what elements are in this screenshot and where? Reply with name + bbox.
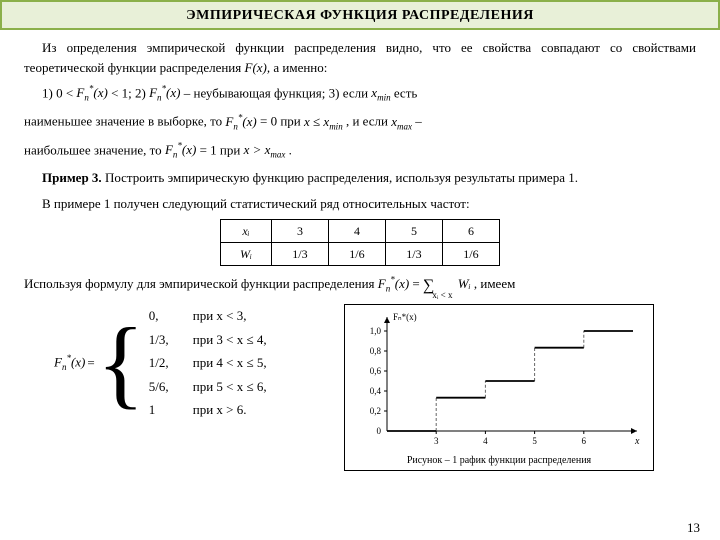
equals: = (87, 353, 94, 373)
svg-text:1,0: 1,0 (370, 326, 382, 336)
cell: 3 (271, 220, 328, 243)
svg-text:0,8: 0,8 (370, 346, 382, 356)
fx-symbol: F(x), (245, 60, 271, 75)
text: Используя формулу для эмпирической функц… (24, 276, 378, 291)
svg-text:5: 5 (532, 436, 537, 446)
text: = 0 при (260, 114, 304, 129)
text: наибольшее значение, то (24, 142, 165, 157)
cell: 1/6 (328, 243, 385, 266)
cond: x > xmax (244, 142, 286, 157)
title-banner: ЭМПИРИЧЕСКАЯ ФУНКЦИЯ РАСПРЕДЕЛЕНИЯ (0, 0, 720, 30)
text: , имеем (474, 276, 515, 291)
cdf-svg: 0 0,2 0,4 0,6 0,8 1,0 3 4 5 6 Fₙ*(x) x (351, 311, 647, 451)
cases-list: 0,при x < 3, 1/3,при 3 < x ≤ 4, 1/2,при … (149, 304, 267, 421)
table-row: Wᵢ 1/3 1/6 1/3 1/6 (221, 243, 500, 266)
svg-text:0: 0 (377, 426, 382, 436)
text: наименьшее значение в выборке, то (24, 114, 225, 129)
text: а именно: (270, 60, 327, 75)
xmax: xmax (391, 114, 412, 129)
formula-para: Используя формулу для эмпирической функц… (24, 272, 696, 296)
case-cond: при 5 < x ≤ 6, (193, 379, 267, 394)
text: = (412, 276, 423, 291)
sum-term: Wᵢ (458, 276, 471, 291)
result-row: Fn*(x) = { 0,при x < 3, 1/3,при 3 < x ≤ … (24, 304, 696, 471)
xmin: xmin (371, 85, 390, 100)
case-cond: при x < 3, (193, 308, 247, 323)
graph-caption: Рисунок – 1 рафик функции распределения (351, 453, 647, 468)
svg-text:6: 6 (582, 436, 587, 446)
piecewise-function: Fn*(x) = { 0,при x < 3, 1/3,при 3 < x ≤ … (24, 304, 344, 421)
text: есть (394, 85, 417, 100)
text: 1) 0 < (42, 85, 76, 100)
case-val: 0, (149, 304, 193, 327)
svg-text:0,2: 0,2 (370, 406, 381, 416)
example-label: Пример 3. (42, 170, 102, 185)
properties-line2: наименьшее значение в выборке, то Fn*(x)… (24, 111, 696, 133)
fn-symbol: Fn*(x) (54, 352, 85, 374)
brace-icon: { (97, 323, 145, 403)
case-val: 1/3, (149, 328, 193, 351)
fn-symbol: Fn*(x) (149, 85, 180, 100)
svg-text:0,4: 0,4 (370, 386, 382, 396)
cell: 1/3 (385, 243, 442, 266)
svg-text:x: x (634, 436, 640, 447)
text: = 1 при (200, 142, 244, 157)
case-cond: при 4 < x ≤ 5, (193, 355, 267, 370)
properties-line1: 1) 0 < Fn*(x) < 1; 2) Fn*(x) – неубывающ… (24, 83, 696, 105)
case-val: 1 (149, 398, 193, 421)
properties-line3: наибольшее значение, то Fn*(x) = 1 при x… (24, 140, 696, 162)
text: < 1; 2) (111, 85, 149, 100)
cond: x ≤ xmin (304, 114, 343, 129)
main-content: Из определения эмпирической функции расп… (0, 38, 720, 471)
text: Из определения эмпирической функции расп… (24, 40, 696, 75)
text: Построить эмпирическую функцию распредел… (102, 170, 578, 185)
page-title: ЭМПИРИЧЕСКАЯ ФУНКЦИЯ РАСПРЕДЕЛЕНИЯ (186, 8, 534, 23)
frequency-table: xᵢ 3 4 5 6 Wᵢ 1/3 1/6 1/3 1/6 (220, 219, 500, 266)
text: – (415, 114, 422, 129)
example-para: Пример 3. Построить эмпирическую функцию… (24, 168, 696, 188)
cell: xᵢ (221, 220, 272, 243)
fn-symbol: Fn*(x) (165, 142, 196, 157)
case-cond: при 3 < x ≤ 4, (193, 332, 267, 347)
text: , и если (346, 114, 391, 129)
example-intro: В примере 1 получен следующий статистиче… (24, 194, 696, 214)
cell: 6 (442, 220, 499, 243)
text: – неубывающая функция; 3) если (184, 85, 372, 100)
svg-text:4: 4 (483, 436, 488, 446)
svg-text:0,6: 0,6 (370, 366, 382, 376)
svg-text:3: 3 (434, 436, 439, 446)
fn-symbol: Fn*(x) (378, 276, 409, 291)
cell: 1/3 (271, 243, 328, 266)
sum-sub: xᵢ < x (432, 290, 452, 300)
cell: 5 (385, 220, 442, 243)
text: . (289, 142, 292, 157)
cdf-graph: 0 0,2 0,4 0,6 0,8 1,0 3 4 5 6 Fₙ*(x) x Рисунок – 1 … (344, 304, 654, 471)
fn-symbol: Fn*(x) (225, 114, 256, 129)
svg-text:Fₙ*(x): Fₙ*(x) (393, 312, 417, 322)
cell: 1/6 (442, 243, 499, 266)
case-val: 5/6, (149, 375, 193, 398)
page-number: 13 (687, 520, 700, 536)
case-val: 1/2, (149, 351, 193, 374)
table-row: xᵢ 3 4 5 6 (221, 220, 500, 243)
fn-symbol: Fn*(x) (76, 85, 107, 100)
case-cond: при x > 6. (193, 402, 247, 417)
intro-para: Из определения эмпирической функции расп… (24, 38, 696, 77)
cell: 4 (328, 220, 385, 243)
cell: Wᵢ (221, 243, 272, 266)
